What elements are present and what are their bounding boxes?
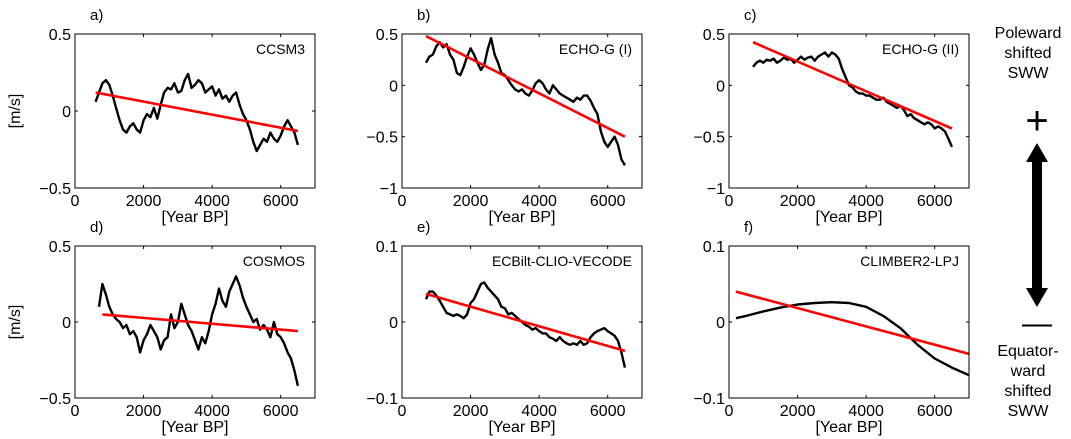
y-tick-label: −0.1 bbox=[693, 391, 725, 408]
y-tick-label: 0.5 bbox=[49, 239, 71, 256]
x-tick-label: 2000 bbox=[780, 403, 816, 420]
y-tick-label: −0.1 bbox=[366, 391, 398, 408]
x-tick-label: 0 bbox=[398, 193, 407, 210]
trend-line-4 bbox=[102, 313, 299, 333]
x-tick-label: 6000 bbox=[263, 193, 299, 210]
y-tick-label: 0 bbox=[62, 315, 71, 332]
y-tick-label: −0.5 bbox=[39, 181, 71, 198]
x-axis-label: [Year BP] bbox=[161, 209, 228, 226]
x-tick-label: 0 bbox=[725, 193, 734, 210]
equatorward-label-line-4: SWW bbox=[1007, 403, 1049, 420]
panel-letter: a) bbox=[90, 7, 103, 24]
equatorward-label-line-3: shifted bbox=[1004, 383, 1052, 400]
x-tick-label: 6000 bbox=[590, 193, 626, 210]
x-tick-label: 0 bbox=[398, 403, 407, 420]
arrow-head-down bbox=[1026, 288, 1048, 307]
y-axis-label: [m/s] bbox=[7, 305, 24, 340]
data-line-3 bbox=[752, 51, 954, 148]
plus-symbol: + bbox=[1025, 99, 1048, 143]
poleward-label-line-2: shifted bbox=[1004, 45, 1052, 62]
x-axis-label: [Year BP] bbox=[161, 419, 228, 436]
arrow-shaft bbox=[1032, 160, 1042, 290]
x-tick-label: 0 bbox=[71, 403, 80, 420]
y-tick-label: 0 bbox=[62, 104, 71, 121]
panel-title: COSMOS bbox=[243, 253, 305, 269]
trend-line-5 bbox=[425, 292, 626, 353]
y-tick-label: −1 bbox=[380, 181, 398, 198]
panel-title: ECHO-G (II) bbox=[882, 41, 959, 57]
y-tick-label: 0 bbox=[716, 315, 725, 332]
panel-title: ECHO-G (I) bbox=[559, 41, 632, 57]
x-tick-label: 4000 bbox=[194, 403, 230, 420]
x-tick-label: 0 bbox=[71, 193, 80, 210]
trend-line-3 bbox=[752, 41, 953, 130]
equatorward-label-line-2: ward bbox=[1010, 363, 1046, 380]
y-tick-label: 0 bbox=[389, 78, 398, 95]
panel-letter: e) bbox=[417, 219, 430, 236]
panel-letter: f) bbox=[744, 219, 753, 236]
x-axis-label: [Year BP] bbox=[815, 209, 882, 226]
x-tick-label: 2000 bbox=[126, 193, 162, 210]
panel-2: 0 2000 4000 6000 −1 −0.5 0 0.5 b) ECHO-G (I) [Year… bbox=[366, 7, 643, 226]
x-tick-label: 6000 bbox=[263, 403, 299, 420]
panel-5: 0 2000 4000 6000−0.100.1e)ECBilt-CLIO-VECOD… bbox=[366, 219, 643, 436]
data-line-5 bbox=[424, 281, 627, 368]
data-line-4 bbox=[97, 275, 300, 387]
x-tick-label: 2000 bbox=[453, 193, 489, 210]
equatorward-label-line-1: Equator- bbox=[997, 343, 1059, 360]
y-tick-label: 0 bbox=[716, 78, 725, 95]
arrow-head-up bbox=[1026, 143, 1048, 162]
y-tick-label: 0.1 bbox=[703, 239, 725, 256]
equatorward-label: Equator- ward shifted SWW bbox=[985, 342, 1071, 422]
panel-letter: d) bbox=[90, 219, 103, 236]
x-tick-label: 6000 bbox=[917, 193, 953, 210]
axes-box bbox=[401, 33, 643, 189]
x-tick-label: 4000 bbox=[521, 193, 557, 210]
x-tick-label: 6000 bbox=[917, 403, 953, 420]
x-tick-label: 4000 bbox=[521, 403, 557, 420]
x-tick-label: 4000 bbox=[848, 403, 884, 420]
x-tick-label: 4000 bbox=[194, 193, 230, 210]
panel-6: 0 2000 4000 6000−0.100.1f)CLIMBER2-LPJ[Year… bbox=[693, 219, 970, 436]
y-tick-label: −0.5 bbox=[693, 130, 725, 147]
y-tick-label: −0.5 bbox=[366, 130, 398, 147]
panel-letter: b) bbox=[417, 7, 430, 24]
axes-box bbox=[728, 33, 970, 189]
poleward-label: Poleward shifted SWW bbox=[985, 24, 1071, 84]
x-axis-label: [Year BP] bbox=[488, 209, 555, 226]
poleward-label-line-3: SWW bbox=[1007, 65, 1049, 82]
x-tick-label: 2000 bbox=[126, 403, 162, 420]
panel-letter: c) bbox=[744, 7, 757, 24]
y-tick-label: 0 bbox=[389, 315, 398, 332]
y-tick-label: 0.5 bbox=[49, 27, 71, 44]
y-tick-label: 0.5 bbox=[703, 27, 725, 44]
panel-title: ECBilt-CLIO-VECODE bbox=[492, 253, 632, 269]
y-tick-label: −1 bbox=[707, 181, 725, 198]
poleward-label-line-1: Poleward bbox=[994, 25, 1062, 42]
y-tick-label: 0.5 bbox=[376, 27, 398, 44]
panel-3: 0 2000 4000 6000 −1 −0.5 0 0.5 c) ECHO-G (II) [Yea… bbox=[693, 7, 970, 226]
x-tick-label: 6000 bbox=[590, 403, 626, 420]
y-tick-label: −0.5 bbox=[39, 391, 71, 408]
x-tick-label: 0 bbox=[725, 403, 734, 420]
x-tick-label: 4000 bbox=[848, 193, 884, 210]
data-line-2 bbox=[424, 36, 626, 166]
trend-line-6 bbox=[735, 290, 970, 356]
data-line-6 bbox=[735, 301, 970, 377]
data-line-1 bbox=[94, 72, 300, 153]
trend-line-1 bbox=[95, 91, 299, 133]
x-tick-label: 2000 bbox=[453, 403, 489, 420]
panel-1: 0 2000 4000 6000−0.500.5a)CCSM3[Year BP][m/… bbox=[7, 7, 316, 226]
trend-line-2 bbox=[425, 34, 626, 138]
x-axis-label: [Year BP] bbox=[488, 419, 555, 436]
panel-title: CLIMBER2-LPJ bbox=[860, 253, 959, 269]
x-tick-label: 2000 bbox=[780, 193, 816, 210]
y-axis-label: [m/s] bbox=[7, 94, 24, 129]
minus-symbol: — bbox=[1022, 307, 1052, 340]
panel-title: CCSM3 bbox=[256, 41, 305, 57]
x-axis-label: [Year BP] bbox=[815, 419, 882, 436]
y-tick-label: 0.1 bbox=[376, 239, 398, 256]
panel-4: 0 2000 4000 6000−0.500.5d)COSMOS[Year BP][m… bbox=[7, 219, 316, 436]
